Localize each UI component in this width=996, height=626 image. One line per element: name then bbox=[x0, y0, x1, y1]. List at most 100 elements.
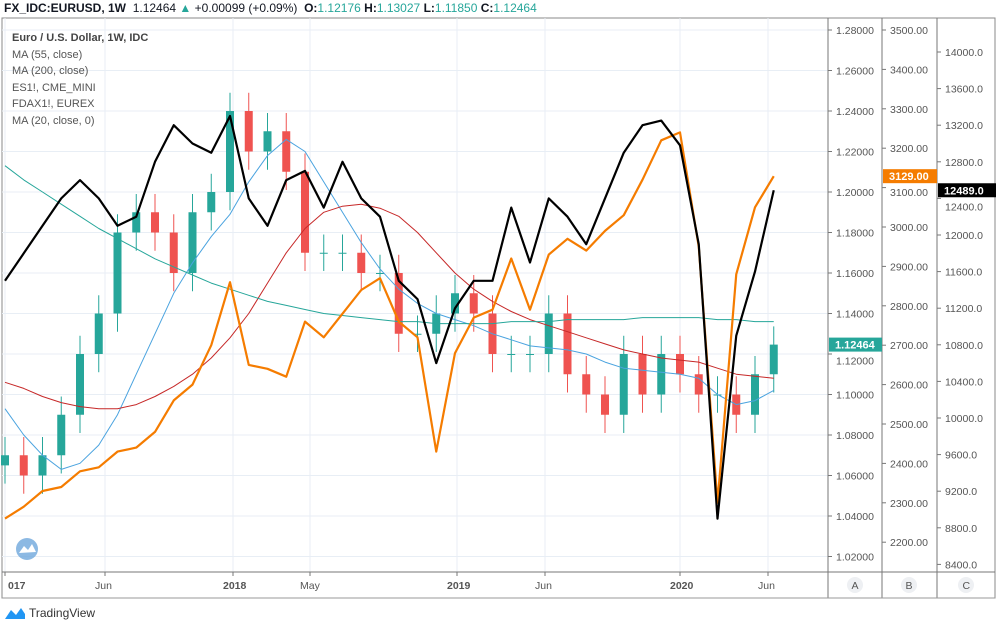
candle-body bbox=[676, 354, 684, 375]
scale-button-label: A bbox=[852, 580, 859, 592]
candle-body bbox=[263, 131, 272, 152]
legend-ma200[interactable]: MA (200, close) bbox=[12, 65, 89, 77]
axis-label-b: 3000.00 bbox=[890, 222, 928, 234]
candle-body bbox=[319, 252, 328, 254]
axis-label-a: 1.20000 bbox=[836, 187, 874, 199]
series-fdax1-line bbox=[4, 114, 775, 520]
axis-label-a: 1.22000 bbox=[836, 147, 874, 159]
axis-label-c: 13600.0 bbox=[945, 84, 983, 96]
candle-body bbox=[57, 414, 66, 456]
candle bbox=[582, 356, 591, 413]
last-price: 1.12464 bbox=[132, 1, 177, 15]
candle-body bbox=[338, 252, 347, 254]
candle-body bbox=[94, 313, 103, 354]
axis-label-c: 10000.0 bbox=[945, 413, 983, 425]
candle-body bbox=[619, 354, 628, 415]
axis-label-c: 11200.0 bbox=[945, 303, 982, 315]
candle bbox=[376, 254, 384, 292]
scale-button-bg bbox=[901, 577, 917, 593]
symbol-name[interactable]: FX_IDC:EURUSD, 1W bbox=[4, 1, 127, 15]
candle-body bbox=[563, 313, 572, 375]
candle-body bbox=[413, 333, 422, 335]
candle-body bbox=[151, 212, 159, 233]
candle bbox=[132, 194, 141, 251]
axis-label-b: 2700.00 bbox=[890, 340, 928, 352]
candle bbox=[38, 437, 47, 494]
axis-label-a: 1.10000 bbox=[836, 390, 874, 402]
axis-label-c: 8800.0 bbox=[945, 523, 977, 535]
candle-body bbox=[601, 394, 609, 415]
candle bbox=[507, 335, 516, 373]
high-label: H: bbox=[364, 1, 377, 15]
low-label: L: bbox=[423, 1, 435, 15]
axis-label-b: 2900.00 bbox=[890, 261, 928, 273]
time-label: May bbox=[300, 580, 321, 592]
last-value-text: 1.12464 bbox=[835, 340, 876, 352]
legend-es[interactable]: ES1!, CME_MINI bbox=[12, 81, 96, 94]
candle bbox=[619, 335, 628, 433]
scale-button-label: B bbox=[906, 580, 913, 592]
scale-button-c[interactable]: C bbox=[958, 577, 974, 593]
scale-button-bg bbox=[958, 577, 974, 593]
candle bbox=[263, 113, 272, 170]
candle-body bbox=[282, 131, 291, 172]
axis-label-a: 1.12000 bbox=[836, 356, 874, 368]
candle bbox=[226, 92, 234, 211]
axis-label-c: 12000.0 bbox=[945, 230, 983, 242]
open-value: 1.12176 bbox=[317, 1, 361, 15]
legend-main[interactable]: Euro / U.S. Dollar, 1W, IDC bbox=[12, 32, 149, 44]
axis-label-b: 2800.00 bbox=[890, 301, 928, 313]
axis-label-b: 3300.00 bbox=[890, 104, 928, 116]
candle-body bbox=[544, 313, 553, 354]
candle bbox=[282, 113, 291, 190]
candle bbox=[657, 335, 666, 413]
candle-body bbox=[76, 354, 84, 415]
axis-label-b: 2300.00 bbox=[890, 498, 928, 510]
axis-label-c: 9200.0 bbox=[945, 486, 977, 498]
axis-label-c: 12400.0 bbox=[945, 201, 983, 213]
legend-dax[interactable]: FDAX1!, EUREX bbox=[12, 98, 95, 110]
legend-ma20[interactable]: MA (20, close, 0) bbox=[12, 114, 95, 127]
axis-label-b: 3500.00 bbox=[890, 25, 928, 37]
time-label: 2019 bbox=[447, 580, 471, 592]
tradingview-watermark-icon bbox=[16, 538, 38, 560]
candle bbox=[563, 295, 572, 393]
candle bbox=[544, 295, 553, 373]
axis-label-b: 2400.00 bbox=[890, 458, 928, 470]
axis-label-c: 12800.0 bbox=[945, 157, 983, 169]
candle-body bbox=[357, 252, 366, 273]
axis-label-b: 2600.00 bbox=[890, 380, 928, 392]
candle bbox=[638, 335, 647, 413]
tradingview-logo[interactable]: TradingView bbox=[4, 606, 95, 620]
close-value: 1.12464 bbox=[493, 1, 537, 15]
candle bbox=[694, 356, 703, 413]
axis-label-a: 1.24000 bbox=[836, 106, 874, 118]
candle-body bbox=[376, 273, 384, 274]
last-value-badge-b bbox=[883, 169, 937, 184]
tradingview-logo-icon bbox=[5, 608, 25, 619]
candle-body bbox=[469, 293, 478, 314]
candle-body bbox=[526, 354, 534, 355]
candle bbox=[1, 437, 9, 484]
open-label: O: bbox=[304, 1, 318, 15]
last-value-text: 3129.00 bbox=[889, 171, 929, 183]
candle-body bbox=[394, 273, 403, 334]
candle bbox=[244, 92, 253, 170]
brand-name: TradingView bbox=[29, 606, 96, 620]
candle-body bbox=[113, 232, 122, 314]
candle bbox=[94, 295, 103, 373]
candle bbox=[113, 214, 122, 332]
scale-button-a[interactable]: A bbox=[847, 577, 863, 593]
scale-button-b[interactable]: B bbox=[901, 577, 917, 593]
series-ma-line bbox=[4, 138, 774, 470]
axis-label-a: 1.16000 bbox=[836, 268, 874, 280]
axis-label-c: 10800.0 bbox=[945, 340, 983, 352]
series-ma-line bbox=[4, 203, 774, 410]
candle bbox=[207, 173, 216, 231]
legend-ma55[interactable]: MA (55, close) bbox=[12, 48, 83, 61]
candle bbox=[319, 234, 328, 271]
axis-label-a: 1.08000 bbox=[836, 430, 874, 442]
candle-body bbox=[769, 344, 778, 375]
axis-label-a: 1.14000 bbox=[836, 309, 874, 321]
